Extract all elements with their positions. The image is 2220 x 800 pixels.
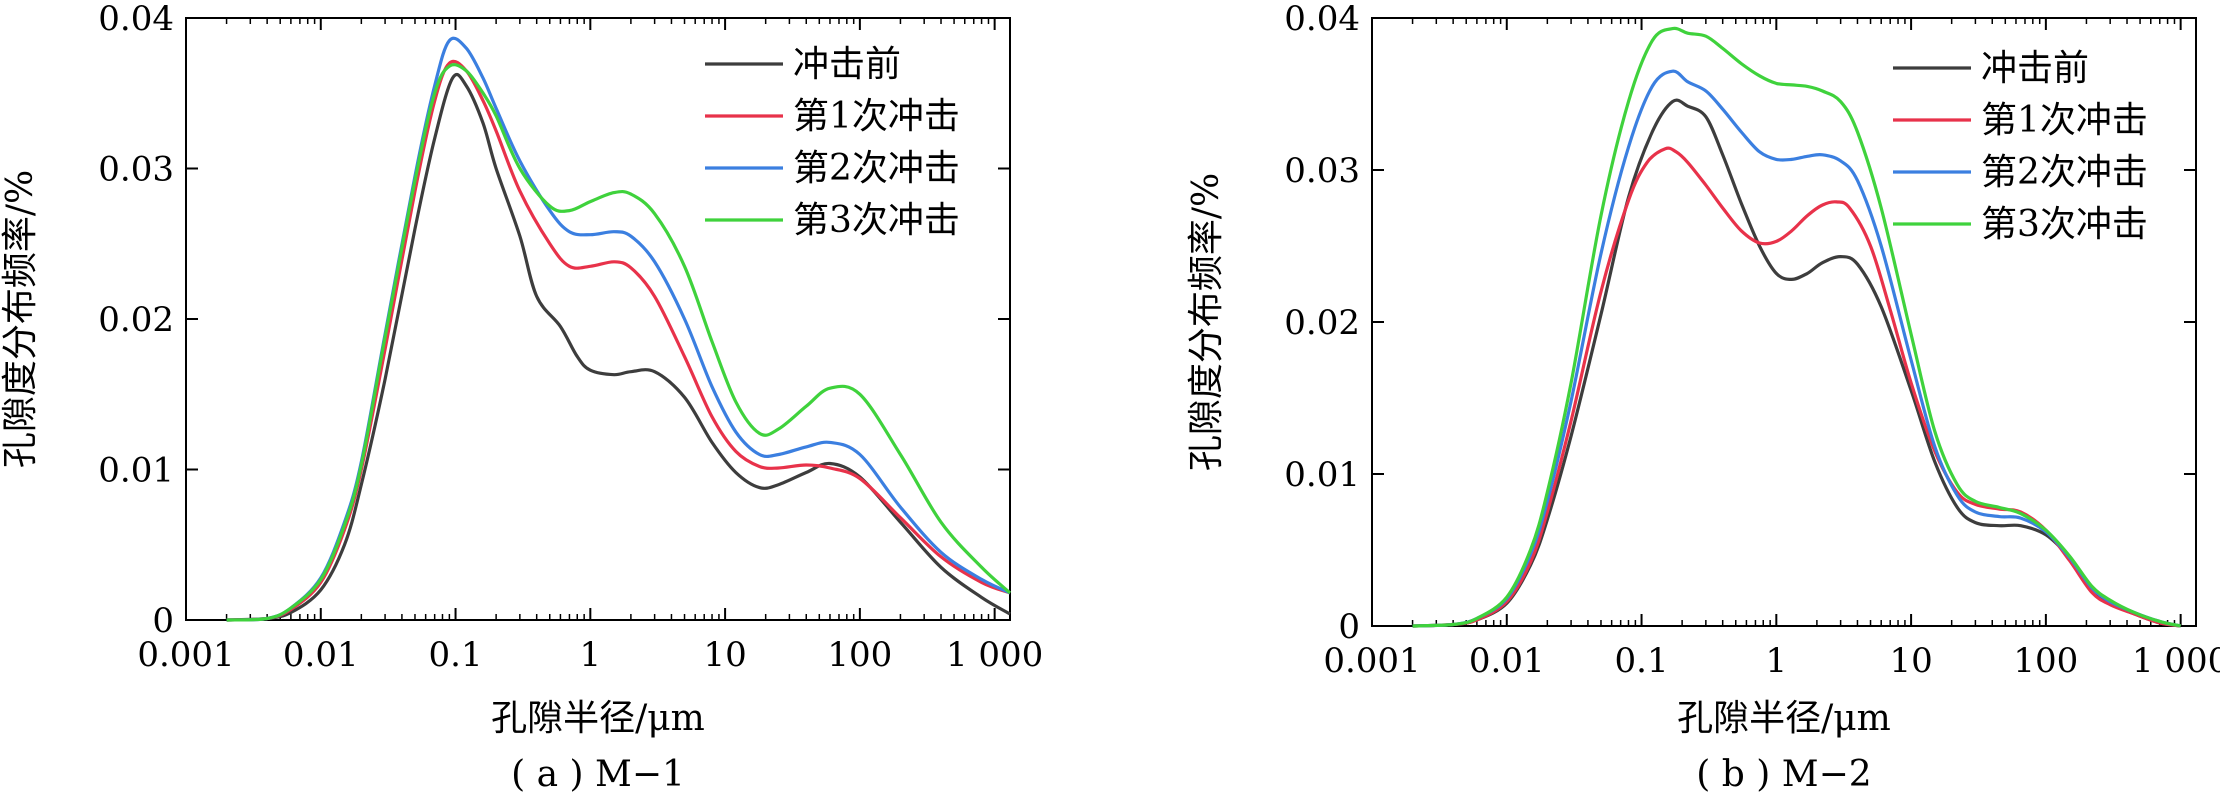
x-tick-label: 0.01 — [1469, 641, 1545, 681]
x-tick-label: 10 — [1889, 641, 1932, 681]
y-tick-label: 0.01 — [1284, 455, 1360, 495]
chart-b: 0.001 0.01 0.1 1 10 100 1 000 0 0.01 0.02 0.03 0.04… — [1186, 0, 2220, 795]
y-tick-label: 0.01 — [98, 451, 174, 491]
y-axis-label: 孔隙度分布频率/% — [0, 170, 41, 468]
x-tick-label: 1 000 — [2132, 641, 2220, 681]
x-tick-label: 0.01 — [283, 635, 359, 675]
series-line-2 — [226, 59, 1011, 622]
x-tick-label: 10 — [703, 635, 746, 675]
legend-label-4: 第3次冲击 — [793, 200, 960, 241]
chart-caption: ( a ) M−1 — [511, 754, 685, 795]
y-tick-label: 0.04 — [98, 0, 174, 39]
x-tick-label: 1 — [580, 635, 602, 675]
x-tick-label: 1 000 — [946, 635, 1043, 675]
x-tick-label: 100 — [827, 635, 892, 675]
x-axis-label: 孔隙半径/μm — [1677, 698, 1891, 739]
chart-a: 0.001 0.01 0.1 1 10 100 1 000 0 0.01 0.02 0.03 0.04… — [0, 0, 1043, 795]
series-line-4 — [226, 63, 1012, 622]
y-tick-label: 0.02 — [98, 300, 174, 340]
x-tick-label: 0.001 — [1323, 641, 1420, 681]
chart-caption: ( b ) M−2 — [1696, 754, 1871, 795]
legend-label-2: 第1次冲击 — [793, 96, 960, 137]
legend-label-3: 第2次冲击 — [1981, 152, 2148, 193]
legend-label-1: 冲击前 — [1981, 48, 2089, 89]
y-tick-label: 0.03 — [98, 150, 174, 190]
y-tick-label: 0.03 — [1284, 151, 1360, 191]
x-tick-label: 0.1 — [429, 635, 483, 675]
legend-label-1: 冲击前 — [793, 44, 901, 85]
series-line-1 — [1412, 98, 2181, 628]
x-tick-label: 100 — [2013, 641, 2078, 681]
series-line-4 — [1412, 26, 2181, 628]
y-tick-label: 0.02 — [1284, 303, 1360, 343]
x-axis-label: 孔隙半径/μm — [491, 698, 705, 739]
x-tick-label: 0.1 — [1615, 641, 1669, 681]
x-tick-label: 1 — [1766, 641, 1788, 681]
y-axis-label: 孔隙度分布频率/% — [1186, 173, 1227, 471]
y-tick-label: 0 — [152, 601, 174, 641]
legend-label-3: 第2次冲击 — [793, 148, 960, 189]
y-tick-label: 0 — [1338, 607, 1360, 647]
legend-label-4: 第3次冲击 — [1981, 204, 2148, 245]
x-tick-label: 0.001 — [137, 635, 234, 675]
legend-label-2: 第1次冲击 — [1981, 100, 2148, 141]
y-tick-label: 0.04 — [1284, 0, 1360, 39]
